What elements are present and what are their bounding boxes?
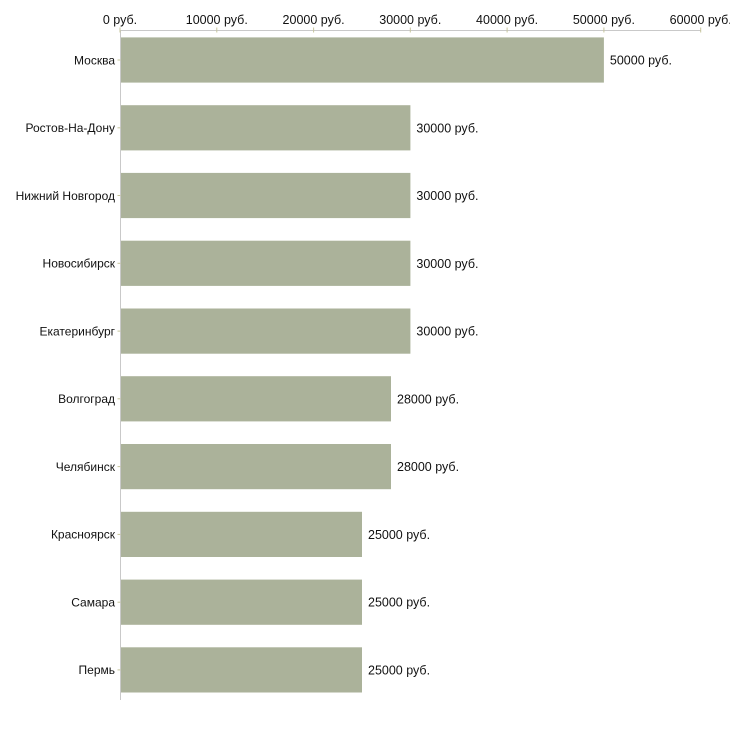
svg-text:Новосибирск: Новосибирск bbox=[43, 257, 116, 271]
svg-text:25000 руб.: 25000 руб. bbox=[368, 596, 430, 610]
svg-text:50000 руб.: 50000 руб. bbox=[610, 54, 672, 68]
svg-text:30000 руб.: 30000 руб. bbox=[416, 189, 478, 203]
svg-text:Пермь: Пермь bbox=[79, 663, 115, 677]
svg-text:28000 руб.: 28000 руб. bbox=[397, 460, 459, 474]
svg-text:Челябинск: Челябинск bbox=[56, 460, 116, 474]
svg-text:0 руб.: 0 руб. bbox=[103, 13, 137, 27]
svg-text:Москва: Москва bbox=[74, 53, 115, 67]
svg-text:Екатеринбург: Екатеринбург bbox=[40, 324, 116, 338]
svg-text:25000 руб.: 25000 руб. bbox=[368, 663, 430, 677]
svg-text:40000 руб.: 40000 руб. bbox=[476, 13, 538, 27]
svg-text:Волгоград: Волгоград bbox=[58, 392, 115, 406]
svg-text:Нижний Новгород: Нижний Новгород bbox=[16, 189, 115, 203]
svg-text:Красноярск: Красноярск bbox=[51, 528, 116, 542]
svg-text:30000 руб.: 30000 руб. bbox=[416, 325, 478, 339]
svg-text:28000 руб.: 28000 руб. bbox=[397, 392, 459, 406]
svg-text:30000 руб.: 30000 руб. bbox=[416, 257, 478, 271]
svg-text:10000 руб.: 10000 руб. bbox=[186, 13, 248, 27]
svg-text:60000 руб.: 60000 руб. bbox=[670, 13, 730, 27]
svg-text:20000 руб.: 20000 руб. bbox=[283, 13, 345, 27]
svg-text:Самара: Самара bbox=[71, 596, 115, 610]
svg-text:30000 руб.: 30000 руб. bbox=[416, 121, 478, 135]
svg-text:50000 руб.: 50000 руб. bbox=[573, 13, 635, 27]
svg-text:30000 руб.: 30000 руб. bbox=[379, 13, 441, 27]
svg-text:25000 руб.: 25000 руб. bbox=[368, 528, 430, 542]
svg-text:Ростов-На-Дону: Ростов-На-Дону bbox=[26, 121, 115, 135]
